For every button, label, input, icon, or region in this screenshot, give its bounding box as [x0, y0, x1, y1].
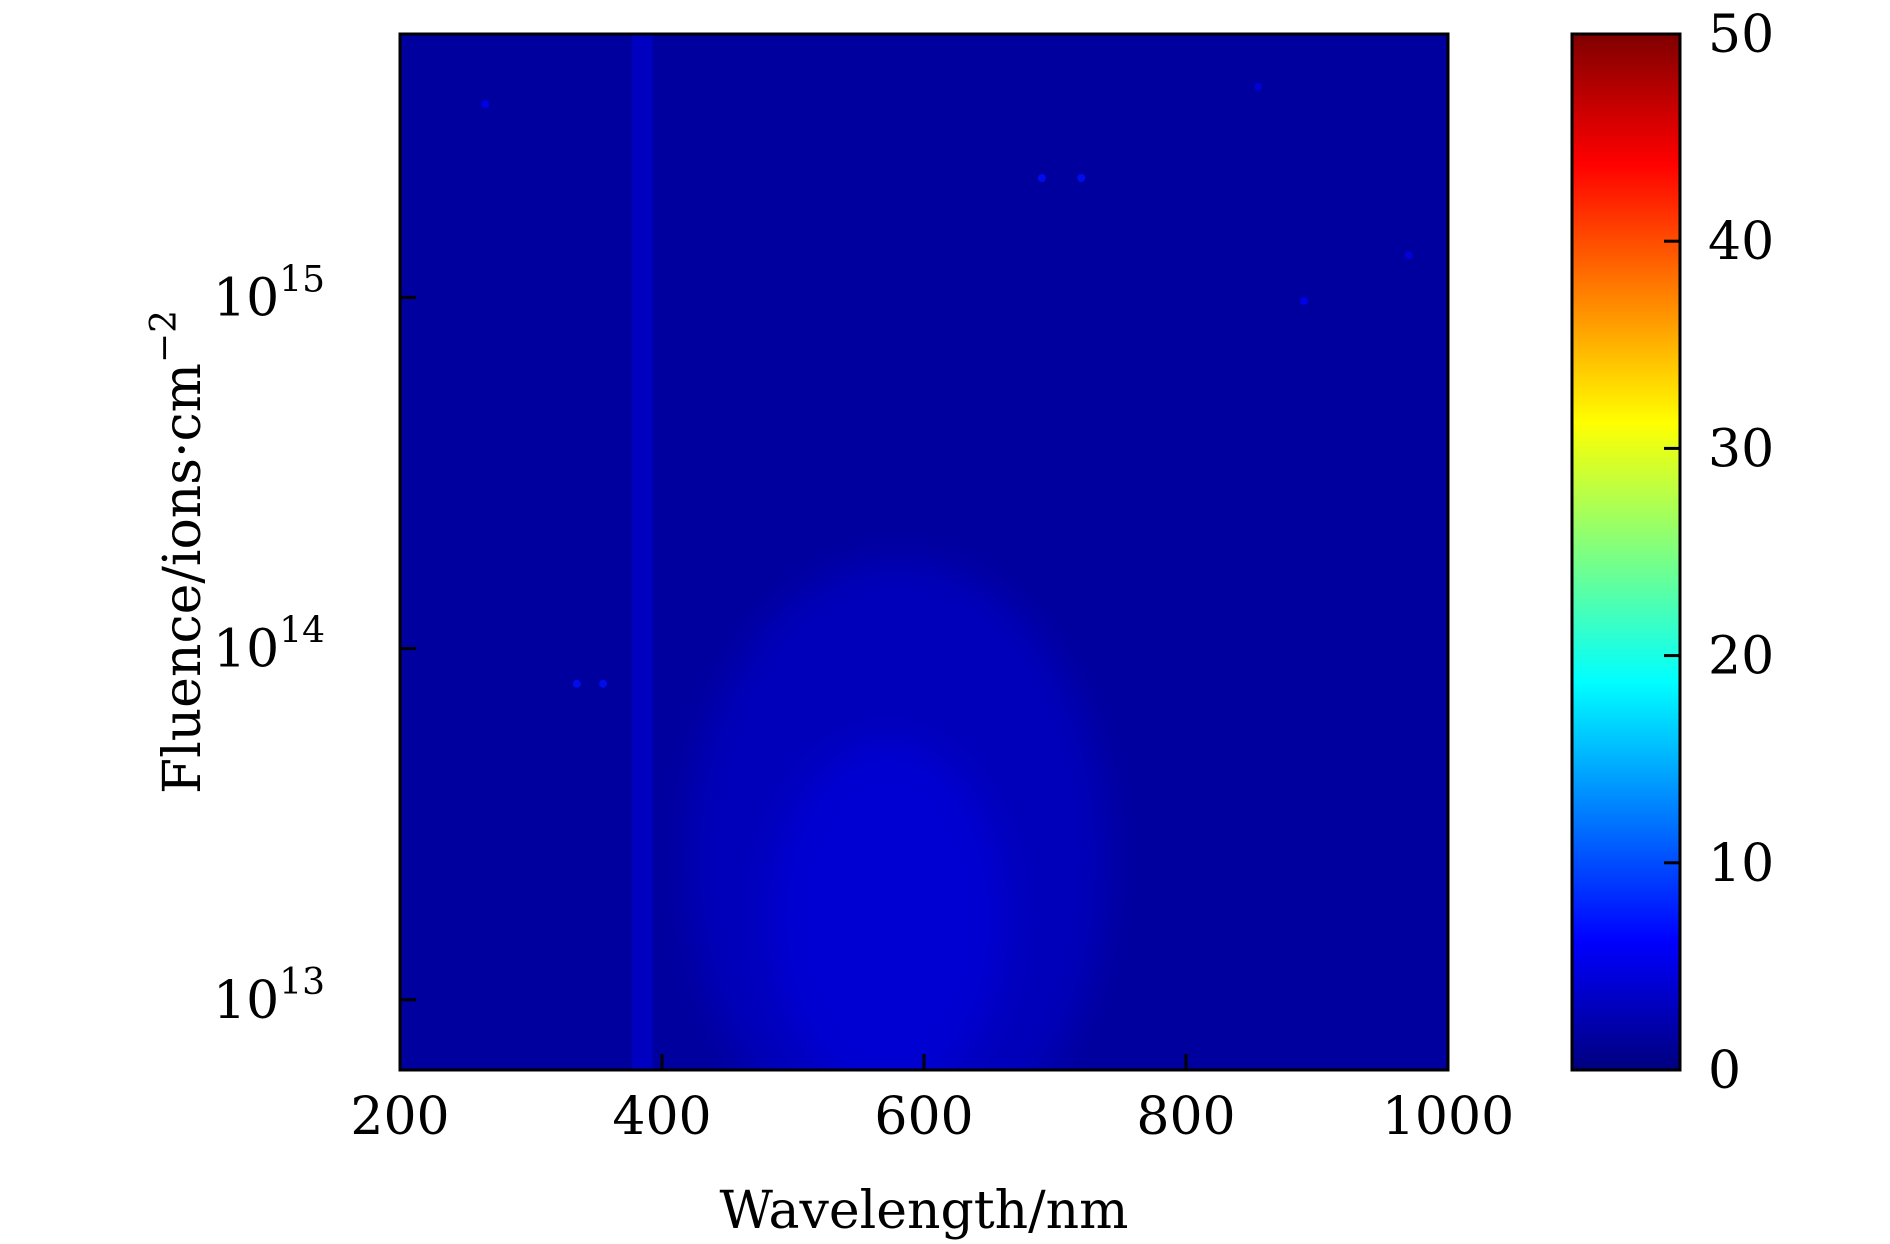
- y-tick-exp-0: 13: [279, 962, 325, 1003]
- colorbar-tick-label-5: 50: [1708, 5, 1774, 65]
- field-speckle-5: [1254, 82, 1263, 91]
- x-tick-label-0: 200: [350, 1087, 449, 1147]
- y-tick-label-2: 1015: [213, 259, 325, 328]
- x-tick-label-1: 400: [612, 1087, 711, 1147]
- y-axis-label-text: Fluence/ions·cm: [153, 363, 213, 794]
- colorbar-tick-label-1: 10: [1708, 834, 1774, 894]
- y-axis-label: Fluence/ions·cm−2: [144, 310, 213, 794]
- colorbar: [1570, 32, 1682, 1072]
- y-tick-label-0: 1013: [213, 962, 325, 1031]
- y-tick-base-0: 10: [213, 971, 279, 1031]
- y-tick-base-1: 10: [213, 620, 279, 680]
- y-tick-label-1: 1014: [213, 611, 325, 680]
- colorbar-tick-label-4: 40: [1708, 212, 1774, 272]
- field-blob-1: [687, 559, 1108, 1070]
- field-speckle-7: [1404, 251, 1413, 260]
- colorbar-tick-label-3: 30: [1708, 419, 1774, 479]
- colorbar-tick-label-0: 0: [1708, 1041, 1741, 1101]
- y-tick-exp-2: 15: [279, 259, 325, 300]
- field-speckle-6: [1299, 296, 1308, 305]
- field-speckle-4: [1077, 173, 1086, 182]
- y-axis-label-exponent: −2: [144, 310, 185, 363]
- x-tick-label-3: 800: [1136, 1087, 1235, 1147]
- x-tick-label-4: 1000: [1382, 1087, 1514, 1147]
- colorbar-tick-label-2: 20: [1708, 627, 1774, 687]
- field-blob-inner-1: [767, 739, 1008, 1070]
- y-tick-exp-1: 14: [279, 611, 325, 652]
- field-speckle-1: [572, 679, 581, 688]
- y-tick-base-2: 10: [213, 268, 279, 328]
- x-axis-label: Wavelength/nm: [720, 1181, 1129, 1240]
- heatmap-field: [400, 34, 1448, 1070]
- x-tick-label-2: 600: [874, 1087, 973, 1147]
- field-speckle-0: [481, 100, 490, 109]
- field-speckle-2: [599, 679, 608, 688]
- x-axis-ticks: 200 400 600 800 1000: [350, 1054, 1514, 1147]
- field-band-0: [631, 34, 653, 1070]
- colorbar-ticks: 0 10 20 30 40 50: [1664, 5, 1774, 1101]
- field-speckle-3: [1037, 173, 1046, 182]
